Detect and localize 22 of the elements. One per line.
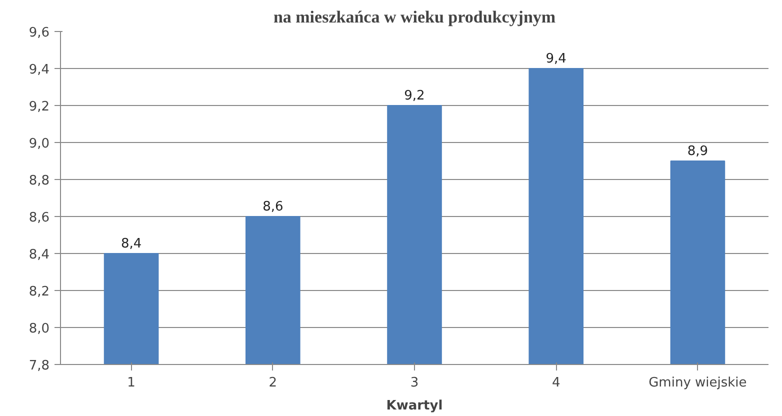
chart-title: na mieszkańca w wieku produkcyjnym <box>273 8 556 26</box>
y-tick-label: 8,8 <box>28 174 50 188</box>
x-tick-label: 1 <box>127 376 136 390</box>
data-label: 9,4 <box>546 52 566 66</box>
y-tick-label: 8,2 <box>28 284 50 300</box>
x-axis-title: Kwartyl <box>386 398 443 414</box>
y-tick-label: 8,0 <box>28 322 50 336</box>
data-label: 9,2 <box>404 88 425 104</box>
y-tick-label: 9,6 <box>28 26 50 40</box>
y-tick-label: 9,2 <box>28 100 50 114</box>
y-tick-label: 9,4 <box>28 62 50 78</box>
data-label: 8,6 <box>262 200 284 214</box>
x-tick-label: 3 <box>410 376 419 390</box>
data-label: 8,4 <box>120 236 142 252</box>
data-label: 8,9 <box>687 144 708 159</box>
y-tick-label: 9,0 <box>28 136 50 152</box>
y-tick-label: 7,8 <box>28 358 50 374</box>
y-tick-label: 8,4 <box>28 248 50 262</box>
x-tick-label: 4 <box>552 376 560 390</box>
x-tick-label: Gminy wiejskie <box>648 376 747 390</box>
x-tick-label: 2 <box>268 376 278 390</box>
y-tick-label: 8,6 <box>28 210 50 226</box>
